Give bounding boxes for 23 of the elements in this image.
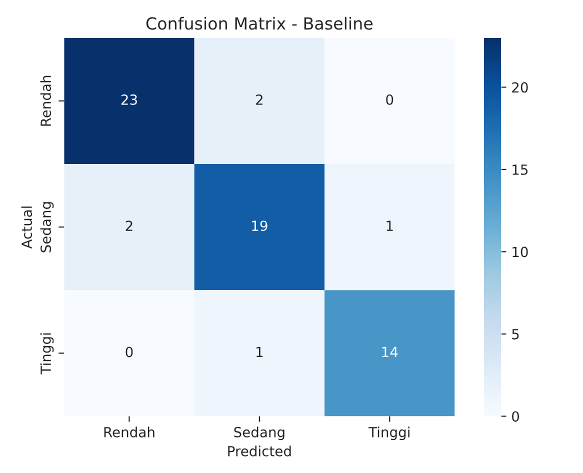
y-tick-label: Rendah xyxy=(40,76,52,126)
data-label: 0 xyxy=(126,346,133,358)
y-axis-title: Actual xyxy=(21,206,32,249)
y-tick-label: Tinggi xyxy=(40,333,54,374)
data-label: 1 xyxy=(256,346,263,358)
color-bar-label: 10 xyxy=(512,246,528,258)
data-label: 2 xyxy=(256,94,262,105)
x-tick-label: Tinggi xyxy=(368,426,410,440)
data-label: 23 xyxy=(121,94,137,105)
color-bar-label: 0 xyxy=(512,411,520,422)
data-label: 19 xyxy=(252,220,268,232)
data-label: 2 xyxy=(126,220,132,231)
color-bar-label: 20 xyxy=(512,82,528,93)
chart-title: Confusion Matrix - Baseline xyxy=(146,16,373,30)
x-axis-title: Predicted xyxy=(228,446,291,456)
color-bar-label: 15 xyxy=(512,164,528,175)
x-tick-label: Rendah xyxy=(104,426,154,438)
y-tick-label: Sedang xyxy=(40,202,54,252)
data-label: 0 xyxy=(386,94,394,105)
data-label: 14 xyxy=(382,346,398,358)
color-bar-label: 5 xyxy=(512,329,519,340)
x-tick-label: Sedang xyxy=(234,426,284,440)
data-label: 1 xyxy=(386,220,393,231)
